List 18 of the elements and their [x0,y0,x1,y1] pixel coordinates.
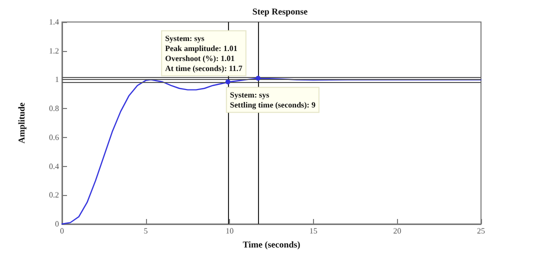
y-tick-label: 1 [55,75,59,84]
y-tick-label: 1.2 [49,46,59,56]
annotation: System: sys Peak amplitude: 1.01 Overshoot (%): 1.01 At time (seconds): 11.7 [165,34,242,73]
y-axis-title: Amplitude [16,102,26,144]
annotation: System: sys Settling time (seconds): 9 [230,90,316,110]
x-tick-label: 10 [226,226,234,236]
y-tick-label: 0.4 [49,162,59,171]
x-axis-title: Time (seconds) [242,239,300,250]
x-tick-label: 20 [393,226,402,236]
x-tick-label: 15 [309,226,318,236]
chart-title: Step Response [252,6,308,16]
x-tick-label: 25 [477,226,485,236]
y-tick-label: 0.2 [49,190,59,200]
y-tick-label: 0.8 [49,104,59,114]
y-tick-label: 0.6 [49,132,59,142]
y-tick-label: 0 [55,220,59,228]
x-tick-label: 5 [144,226,148,236]
y-tick-label: 1.4 [49,18,59,26]
